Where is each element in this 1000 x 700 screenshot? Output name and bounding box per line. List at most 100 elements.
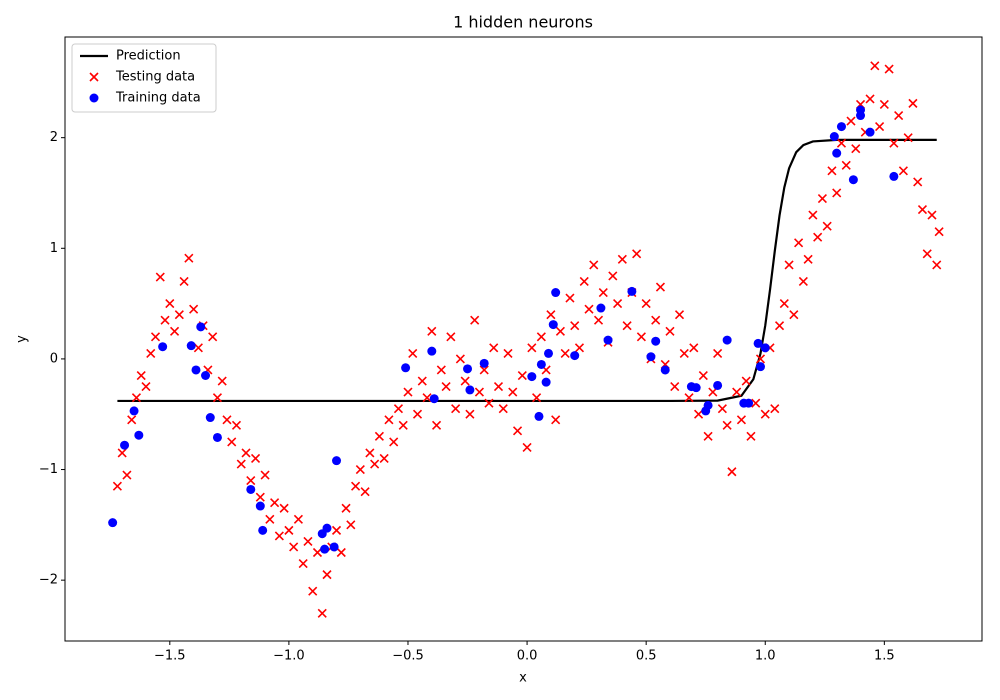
- testing-point: [270, 498, 280, 508]
- testing-point: [803, 254, 813, 264]
- training-point: [744, 398, 754, 408]
- testing-point: [155, 272, 165, 282]
- training-point: [258, 525, 268, 535]
- testing-point: [934, 227, 944, 237]
- testing-point: [908, 98, 918, 108]
- training-point: [660, 365, 670, 375]
- testing-point: [312, 547, 323, 558]
- testing-point: [446, 332, 456, 342]
- testing-point: [713, 348, 723, 358]
- testing-point: [479, 365, 489, 375]
- testing-point: [127, 415, 137, 425]
- x-tick-label: −1.0: [273, 649, 305, 664]
- axes-frame: [64, 36, 983, 642]
- training-point: [534, 411, 544, 421]
- testing-point: [736, 415, 747, 425]
- testing-point: [875, 122, 885, 132]
- training-point: [429, 394, 439, 404]
- testing-point: [455, 354, 465, 364]
- testing-point: [770, 404, 780, 414]
- testing-point: [846, 116, 856, 126]
- training-point: [570, 351, 580, 361]
- testing-point: [622, 321, 632, 331]
- testing-point: [412, 409, 423, 419]
- testing-point: [817, 193, 827, 204]
- training-point: [196, 322, 206, 332]
- testing-point: [174, 310, 184, 320]
- testing-point: [346, 520, 356, 530]
- testing-point: [536, 332, 546, 342]
- plot-area: [108, 61, 944, 618]
- testing-point: [236, 459, 246, 469]
- testing-point: [613, 299, 623, 309]
- y-tick-label: 1: [50, 241, 58, 256]
- testing-point: [903, 133, 913, 143]
- x-tick-label: 1.5: [874, 649, 895, 664]
- testing-point: [436, 365, 446, 375]
- training-point: [832, 148, 842, 158]
- y-axis-label: y: [15, 335, 30, 343]
- testing-point: [451, 404, 461, 414]
- training-point: [544, 348, 554, 358]
- training-point: [108, 518, 118, 528]
- testing-point: [222, 415, 232, 425]
- training-point: [212, 432, 222, 442]
- testing-point: [922, 249, 932, 259]
- testing-point: [227, 437, 237, 447]
- training-point: [129, 406, 139, 416]
- testing-point: [608, 271, 618, 281]
- testing-point: [551, 415, 561, 425]
- testing-point: [303, 536, 313, 547]
- training-point: [201, 371, 211, 381]
- testing-point: [493, 382, 504, 392]
- testing-point: [489, 343, 499, 353]
- testing-point: [179, 276, 189, 287]
- training-point: [760, 343, 770, 353]
- training-point: [548, 320, 558, 330]
- testing-point: [122, 470, 132, 480]
- testing-point: [670, 382, 680, 392]
- testing-point: [898, 166, 908, 176]
- testing-point: [841, 160, 851, 170]
- legend-label: Testing data: [115, 70, 195, 85]
- testing-point: [870, 61, 880, 71]
- training-point: [646, 352, 656, 362]
- testing-point: [917, 205, 928, 215]
- y-tick-label: 2: [50, 130, 58, 145]
- testing-point: [741, 376, 751, 386]
- testing-point: [389, 437, 399, 447]
- training-point: [320, 544, 330, 554]
- testing-point: [574, 343, 585, 353]
- training-point: [691, 383, 701, 393]
- testing-point: [293, 514, 303, 524]
- testing-point: [431, 420, 442, 430]
- testing-point: [289, 542, 299, 552]
- testing-point: [836, 138, 847, 148]
- testing-point: [441, 382, 451, 392]
- testing-point: [865, 94, 875, 104]
- testing-point: [732, 387, 742, 397]
- testing-point: [360, 487, 370, 497]
- testing-point: [932, 260, 942, 270]
- testing-point: [560, 348, 570, 358]
- testing-point: [889, 138, 899, 148]
- testing-point: [636, 332, 646, 342]
- testing-point: [593, 315, 604, 325]
- testing-point: [751, 398, 761, 408]
- testing-point: [651, 315, 661, 325]
- testing-point: [317, 608, 327, 618]
- testing-point: [284, 525, 294, 535]
- testing-point: [484, 398, 494, 408]
- testing-point: [746, 431, 756, 441]
- training-point: [322, 523, 332, 533]
- testing-point: [255, 492, 265, 502]
- training-point: [651, 336, 661, 346]
- testing-point: [589, 260, 599, 270]
- training-point: [753, 338, 763, 348]
- x-tick-label: 0.5: [636, 649, 657, 664]
- testing-point: [260, 470, 270, 480]
- testing-point: [351, 481, 361, 491]
- y-tick-label: −1: [39, 462, 58, 477]
- training-point: [722, 335, 732, 345]
